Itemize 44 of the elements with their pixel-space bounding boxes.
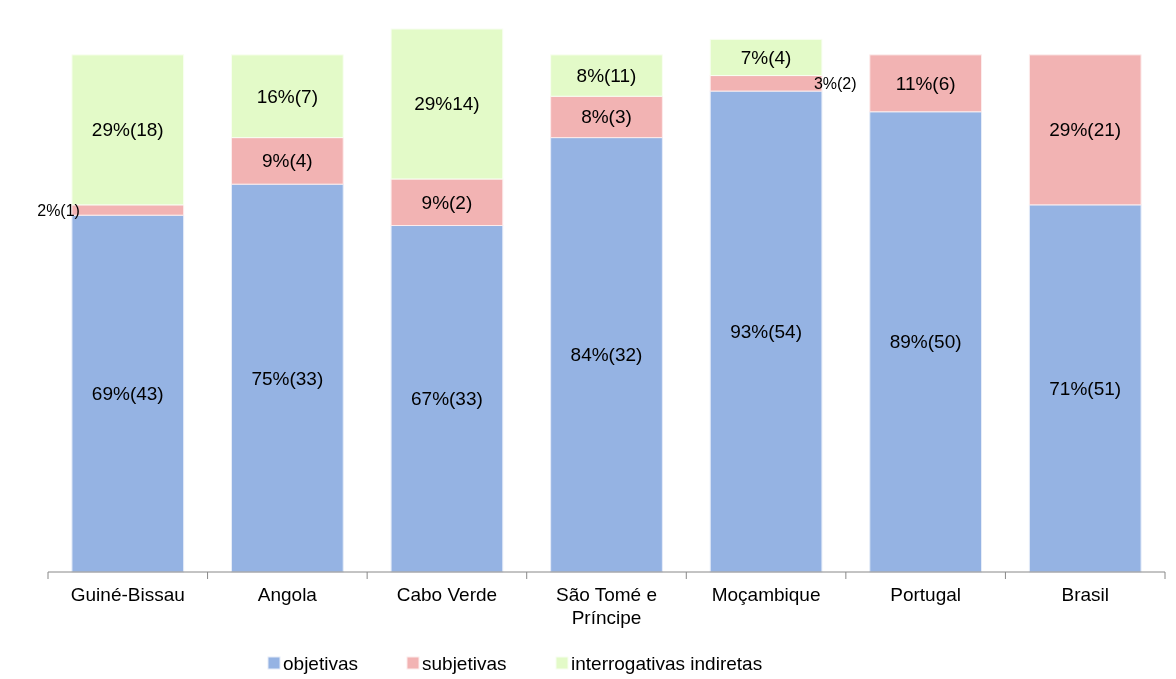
bar	[231, 54, 344, 139]
bar	[1028, 54, 1142, 206]
data-label: 16%(7)	[256, 85, 318, 107]
bar	[869, 54, 982, 113]
data-label: 2%(1)	[37, 201, 80, 219]
data-label: 11%(6)	[895, 72, 956, 94]
x-tick-label: Brasil	[1061, 583, 1109, 605]
x-tick-label: Guiné-Bissau	[70, 583, 185, 605]
legend-label: interrogativas indiretas	[571, 652, 763, 674]
data-label: 71%(51)	[1049, 377, 1122, 399]
bar	[1028, 204, 1142, 573]
bar	[390, 28, 504, 180]
data-label: 8%(11)	[576, 65, 637, 87]
x-tick-label: Moçambique	[711, 583, 821, 605]
data-label: 69%(43)	[91, 383, 164, 405]
bar	[709, 38, 823, 77]
data-label: 29%14)	[414, 93, 480, 115]
bar	[71, 54, 185, 206]
bar	[231, 137, 344, 185]
data-label: 89%(50)	[889, 331, 962, 353]
data-label: 67%(33)	[411, 388, 483, 410]
bar	[550, 54, 663, 97]
bar	[550, 137, 663, 573]
legend-label: objetivas	[283, 652, 358, 674]
bar	[390, 178, 504, 227]
data-label: 75%(33)	[251, 367, 324, 389]
data-label: 3%(2)	[813, 74, 857, 92]
data-label: 9%(4)	[262, 150, 313, 172]
x-tick-label: Portugal	[890, 583, 962, 605]
data-label: 9%(2)	[421, 191, 473, 213]
bar	[390, 225, 504, 573]
data-label: 84%(32)	[570, 344, 643, 366]
bar	[709, 90, 823, 573]
bar	[869, 111, 982, 573]
data-label: 8%(3)	[581, 106, 632, 128]
legend-label: subjetivas	[422, 652, 507, 674]
bar	[231, 183, 344, 573]
data-label: 29%(21)	[1049, 119, 1122, 141]
data-label: 29%(18)	[91, 119, 164, 141]
data-label: 93%(54)	[730, 321, 802, 343]
x-tick-label: Cabo Verde	[396, 583, 498, 605]
x-tick-label: São Tomé e Príncipe	[555, 583, 658, 628]
data-label: 7%(4)	[740, 46, 792, 68]
x-tick-label: Angola	[257, 583, 318, 605]
